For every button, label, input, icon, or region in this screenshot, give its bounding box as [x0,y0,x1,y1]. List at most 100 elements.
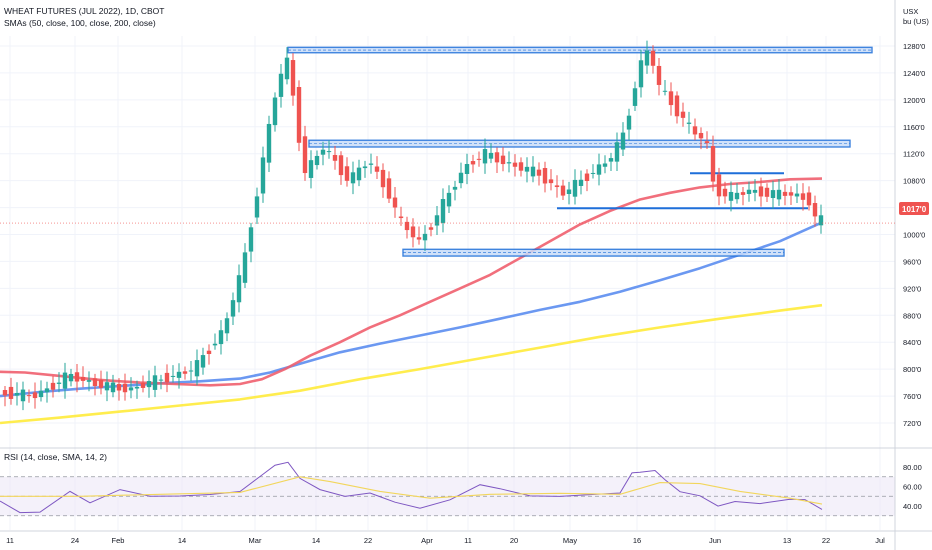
candle-body [572,179,578,197]
candle-body [254,196,260,218]
candle-body [248,227,254,252]
sma-path [0,303,823,425]
candle-body [632,88,638,106]
candle-body [782,191,788,196]
candle-body [164,372,170,383]
candle-body [416,237,422,240]
candle-body [404,221,410,231]
candle-body [8,386,14,399]
candle-body [500,155,506,165]
candle-body [770,190,776,199]
candle-body [182,371,188,374]
candle-body [128,387,134,391]
rsi-ma-line [0,476,823,505]
y-tick-label: 920'0 [903,284,921,293]
candle-body [512,162,518,167]
x-tick-label: 16 [633,536,641,545]
candle-body [434,215,440,226]
candle-body [662,90,668,92]
candle-body [488,152,494,159]
candle-body [236,275,242,303]
y-tick-label: 1120'0 [903,150,925,159]
x-tick-label: 20 [510,536,518,545]
candle-body [578,179,584,186]
candle-body [560,185,566,196]
candle-body [350,172,356,184]
candle-body [398,216,404,219]
candle-body [620,132,626,150]
candle-body [50,382,56,390]
candle-body [284,57,290,80]
candle-body [212,343,218,346]
candle-body [476,158,482,160]
y-tick-label: 880'0 [903,311,921,320]
sma-100-line [0,221,823,398]
candle-body [458,172,464,184]
candle-body [452,186,458,190]
candle-body [344,166,350,181]
y-tick-label: 800'0 [903,365,921,374]
y-tick-label: 1080'0 [903,177,925,186]
candle-body [812,203,818,217]
candle-body [740,192,746,195]
candle-body [80,376,86,381]
candle-body [818,215,824,226]
chart-title: WHEAT FUTURES (JUL 2022), 1D, CBOT [4,6,164,16]
candle-body [314,155,320,166]
candle-body [800,193,806,200]
candle-body [122,383,128,393]
candle-body [26,395,32,397]
candle-body [710,146,716,182]
x-tick-label: May [563,536,577,545]
candle-body [410,226,416,238]
candle-body [224,318,230,334]
candle-body [68,373,74,382]
sma-50-line [0,177,823,387]
candle-body [146,381,152,388]
candle-body [566,189,572,194]
candle-body [176,371,182,378]
rsi-tick-label: 40.00 [903,502,922,511]
candle-body [2,390,8,396]
candle-body [584,173,590,181]
candle-body [296,87,302,143]
candle-body [686,122,692,124]
candle-body [728,191,734,201]
candle-body [470,161,476,165]
y-tick-label: 1240'0 [903,69,925,78]
y-tick-label: 840'0 [903,338,921,347]
candle-body [542,168,548,184]
candle-body [44,388,50,393]
candle-body [362,166,368,169]
x-tick-label: 14 [178,536,186,545]
sma-path [0,221,823,398]
candle-body [266,123,272,163]
candle-body [422,233,428,241]
candle-body [62,372,68,389]
candle-body [374,166,380,172]
rsi-line [0,461,823,514]
candle-body [674,95,680,117]
x-tick-label: 22 [822,536,830,545]
candle-body [638,60,644,88]
x-tick-label: 13 [783,536,791,545]
candle-body [368,163,374,165]
x-tick-label: 24 [71,536,79,545]
candle-body [356,167,362,181]
candle-body [392,197,398,208]
candle-body [530,166,536,177]
candle-body [194,360,200,377]
candle-body [152,375,158,390]
candle-body [590,172,596,174]
candle-body [704,141,710,144]
candle-body [326,151,332,153]
candle-body [188,370,194,372]
x-tick-label: Apr [421,536,433,545]
candle-body [230,300,236,317]
candle-body [668,91,674,106]
last-price-text: 1017'0 [902,205,927,214]
candle-body [290,60,296,96]
candle-body [200,355,206,368]
x-tick-label: Feb [112,536,125,545]
